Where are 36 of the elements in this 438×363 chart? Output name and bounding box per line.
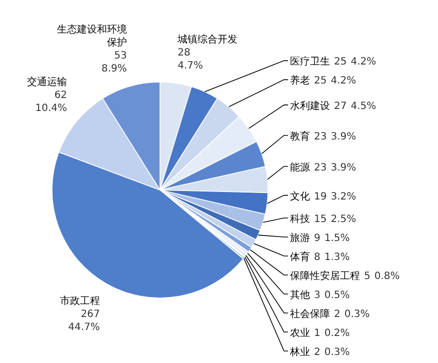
slice-label: 水利建设	[290, 100, 330, 112]
slice-label: 城镇综合开发	[176, 33, 238, 46]
slice-label: 体育	[290, 252, 310, 263]
slice-label: 旅游	[290, 233, 310, 244]
data-label: 25 4.2%	[334, 56, 376, 68]
slice-label: 能源	[290, 162, 310, 174]
data-label: 53 8.9%	[101, 50, 127, 75]
data-label: 19 3.2%	[314, 191, 356, 202]
slice-label: 科技	[290, 214, 310, 225]
slice-label: 生态建设和环境保护	[56, 24, 127, 49]
data-label: 9 1.5%	[314, 233, 350, 244]
slice-label: 市政工程	[60, 294, 100, 307]
slice-label: 保障性安居工程	[290, 271, 360, 282]
data-label: 27 4.5%	[334, 100, 376, 112]
slice-label: 医疗卫生	[290, 56, 330, 68]
slice-label: 社会保障	[290, 309, 330, 320]
slice-label: 农业	[290, 328, 310, 339]
data-label: 2 0.3%	[314, 347, 350, 358]
data-label: 2 0.3%	[334, 309, 370, 320]
data-label: 267 44.7%	[68, 308, 100, 333]
slice-label: 文化	[290, 191, 310, 202]
slice-label: 林业	[290, 347, 310, 358]
data-label: 25 4.2%	[314, 76, 356, 87]
data-label: 23 3.9%	[314, 131, 356, 142]
data-label: 5 0.8%	[364, 271, 400, 282]
slice-label: 交通运输	[27, 76, 68, 88]
slice-label: 教育	[290, 131, 310, 142]
data-label: 3 0.5%	[314, 290, 350, 301]
data-label: 23 3.9%	[314, 162, 356, 174]
data-label: 1 0.2%	[314, 328, 350, 339]
data-label: 62 10.4%	[35, 90, 68, 114]
slice-label: 养老	[290, 76, 310, 87]
data-label: 8 1.3%	[314, 252, 350, 263]
data-label: 28 4.7%	[178, 47, 204, 72]
data-label: 15 2.5%	[314, 214, 356, 225]
slice-label: 其他	[290, 290, 310, 301]
